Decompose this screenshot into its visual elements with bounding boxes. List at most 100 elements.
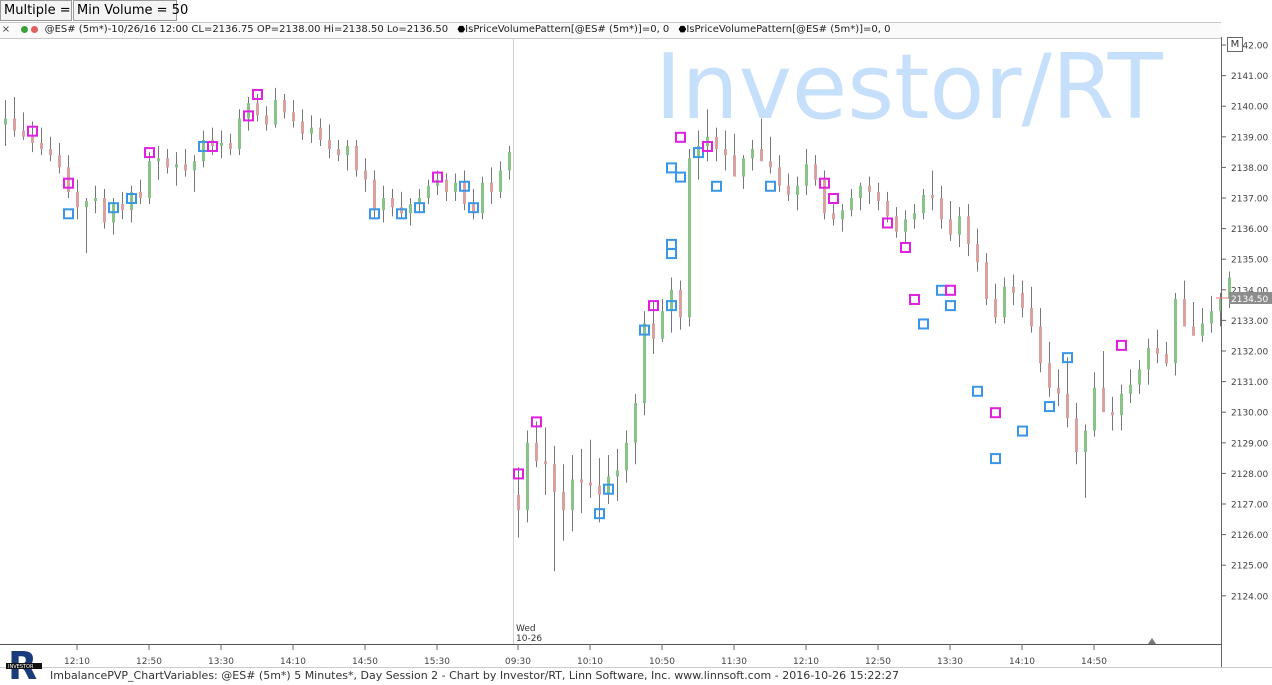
candle bbox=[1021, 280, 1024, 318]
candle bbox=[616, 448, 619, 501]
candlestick-bars bbox=[4, 87, 1231, 572]
indicator-1-icon[interactable]: ⬣ bbox=[457, 25, 466, 35]
red-status-icon[interactable] bbox=[31, 26, 39, 33]
y-tick-label: 2124.00 bbox=[1231, 592, 1268, 602]
indicator-2-label: IsPriceVolumePattern[@ES# (5m*)]=0, 0 bbox=[686, 24, 891, 35]
candle bbox=[1183, 280, 1186, 327]
candle-body bbox=[337, 149, 340, 156]
pattern-marker-blue bbox=[765, 180, 776, 192]
candle-body bbox=[418, 198, 421, 205]
x-tick-label: 13:30 bbox=[937, 657, 963, 667]
candle-body bbox=[1093, 387, 1096, 431]
y-tick-label: 2134.00 bbox=[1231, 286, 1268, 296]
x-tick-label: 10:50 bbox=[649, 657, 675, 667]
candle-body bbox=[391, 198, 394, 208]
candle-body bbox=[1228, 277, 1231, 299]
pattern-marker-blue bbox=[666, 162, 677, 174]
candle bbox=[580, 448, 583, 514]
candle bbox=[751, 139, 754, 171]
x-tick-label: 09:30 bbox=[505, 657, 531, 667]
m-button[interactable]: M bbox=[1227, 37, 1243, 52]
candle bbox=[58, 142, 61, 174]
candle-body bbox=[1021, 292, 1024, 309]
candle bbox=[436, 170, 439, 195]
candle bbox=[841, 204, 844, 232]
candle-body bbox=[922, 194, 925, 214]
candle-body bbox=[832, 213, 835, 220]
candle bbox=[445, 173, 448, 202]
candle bbox=[427, 179, 430, 205]
candle bbox=[1156, 329, 1159, 364]
pattern-marker-blue bbox=[936, 284, 947, 296]
x-tick-label: 12:50 bbox=[136, 657, 162, 667]
candle-body bbox=[859, 185, 862, 198]
candle-body bbox=[112, 204, 115, 223]
candle-body bbox=[553, 464, 556, 492]
pattern-marker-magenta bbox=[675, 131, 686, 143]
candle-body bbox=[13, 118, 16, 131]
candle-body bbox=[751, 149, 754, 159]
candle bbox=[535, 421, 538, 468]
pattern-marker-blue bbox=[918, 318, 929, 330]
candle-body bbox=[1057, 387, 1060, 394]
candle bbox=[355, 139, 358, 177]
candle bbox=[4, 100, 7, 146]
candle-body bbox=[625, 442, 628, 471]
x-tick-label: 14:50 bbox=[1081, 657, 1107, 667]
pattern-marker-blue bbox=[1017, 425, 1028, 437]
y-tick-label: 2140.00 bbox=[1231, 103, 1268, 113]
y-tick-label: 2135.00 bbox=[1231, 256, 1268, 266]
candle-body bbox=[436, 179, 439, 186]
indicator-2-icon[interactable]: ⬣ bbox=[678, 25, 687, 35]
candle bbox=[976, 228, 979, 272]
candle-body bbox=[733, 155, 736, 177]
candle bbox=[760, 118, 763, 162]
current-price-label: 2134.50 bbox=[1231, 295, 1268, 305]
green-status-icon[interactable] bbox=[21, 26, 29, 33]
candle-body bbox=[1111, 412, 1114, 416]
candle bbox=[895, 207, 898, 238]
candle bbox=[1093, 372, 1096, 437]
candle-body bbox=[760, 149, 763, 162]
candle bbox=[922, 188, 925, 220]
candle bbox=[1138, 360, 1141, 394]
candle-body bbox=[364, 170, 367, 180]
candle bbox=[481, 176, 484, 220]
candle bbox=[796, 176, 799, 211]
candle-body bbox=[562, 491, 565, 511]
y-tick-label: 2130.00 bbox=[1231, 409, 1268, 419]
candle bbox=[886, 191, 889, 223]
candle-body bbox=[31, 136, 34, 143]
candle bbox=[1048, 341, 1051, 397]
candle-body bbox=[184, 164, 187, 171]
candle bbox=[778, 155, 781, 192]
multiple-param-box[interactable]: Multiple = 8 bbox=[0, 0, 83, 21]
scroll-marker-icon[interactable] bbox=[1148, 638, 1156, 644]
time-axis[interactable]: 12:10 12:50 13:30 14:10 14:50 15:30 09:30 10:10… bbox=[64, 644, 1107, 667]
candle-body bbox=[886, 201, 889, 217]
candle bbox=[1039, 308, 1042, 373]
candle-body bbox=[1201, 323, 1204, 336]
candle bbox=[166, 149, 169, 174]
candle bbox=[103, 188, 106, 229]
candle-body bbox=[958, 216, 961, 235]
pattern-marker-blue bbox=[972, 385, 983, 397]
candle bbox=[229, 133, 232, 156]
candle bbox=[1057, 369, 1060, 407]
y-tick-label: 2126.00 bbox=[1231, 531, 1268, 541]
min-volume-param-box[interactable]: Min Volume = 50 bbox=[73, 0, 188, 21]
pattern-marker-magenta bbox=[144, 147, 155, 159]
candle-body bbox=[256, 103, 259, 116]
candle-body bbox=[1192, 326, 1195, 336]
close-icon[interactable]: × bbox=[1, 24, 11, 35]
candle-body bbox=[724, 149, 727, 156]
pattern-marker-blue bbox=[108, 202, 119, 214]
pattern-marker-blue bbox=[459, 180, 470, 192]
candle-body bbox=[814, 164, 817, 180]
candle bbox=[49, 136, 52, 162]
price-axis[interactable]: 2124.00 2125.00 2126.00 2127.00 2128.00 2129.… bbox=[1221, 42, 1268, 603]
candle bbox=[328, 124, 331, 159]
candle bbox=[292, 100, 295, 128]
candle-body bbox=[1048, 363, 1051, 388]
candle-body bbox=[355, 145, 358, 171]
